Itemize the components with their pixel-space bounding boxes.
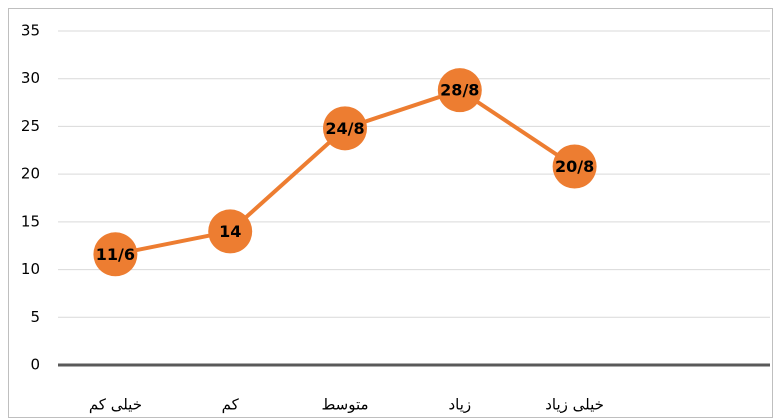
y-tick-label: 15: [21, 212, 40, 230]
chart-frame: [8, 8, 773, 418]
data-label: 24/8: [325, 119, 364, 138]
x-tick-label: خیلی زیاد: [545, 396, 604, 414]
y-tick-label: 5: [30, 308, 40, 326]
data-label: 20/8: [555, 157, 594, 176]
data-label: 14: [219, 222, 241, 241]
data-label: 11/6: [96, 245, 135, 264]
x-tick-label: زیاد: [448, 396, 471, 414]
x-tick-label: متوسط: [321, 396, 368, 414]
marker: [208, 209, 253, 254]
marker: [323, 106, 367, 151]
marker: [437, 68, 482, 113]
data-label: 28/8: [440, 81, 479, 100]
marker: [93, 232, 138, 277]
marker: [552, 144, 597, 189]
y-tick-label: 20: [21, 165, 40, 183]
x-tick-label: کم: [222, 396, 240, 414]
y-tick-label: 10: [21, 260, 40, 278]
y-tick-label: 30: [21, 69, 40, 87]
y-tick-label: 25: [21, 117, 40, 135]
y-tick-label: 35: [21, 22, 40, 40]
x-tick-label: خیلی کم: [89, 396, 142, 414]
y-tick-label: 0: [30, 356, 40, 374]
